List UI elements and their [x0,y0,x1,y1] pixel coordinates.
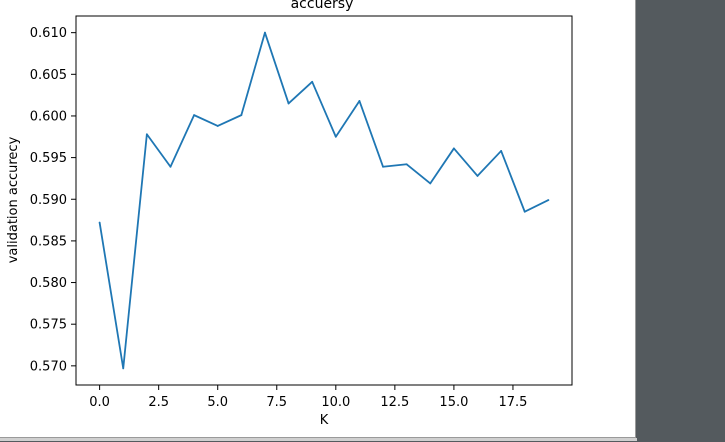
y-tick-label: 0.600 [30,109,67,124]
x-tick-label: 0.0 [89,395,110,410]
y-tick-label: 0.585 [30,234,67,249]
x-tick-label: 12.5 [380,395,409,410]
data-point [358,100,361,102]
figure-canvas: accuersy 0.0 2.5 5.0 7.5 10.0 12.5 15.0 17.5 0.… [0,0,636,438]
x-tick-label: 5.0 [207,395,228,410]
data-point [145,133,148,136]
y-axis-label: validation accurecy [6,136,21,263]
x-tick-label: 2.5 [148,395,169,410]
data-point [429,182,432,185]
data-point [334,135,337,138]
x-tick-label: 7.5 [266,395,287,410]
window-bottom-edge [0,438,637,441]
data-point [500,150,503,152]
x-axis-ticks: 0.0 2.5 5.0 7.5 10.0 12.5 15.0 17.5 [89,385,527,410]
y-tick-label: 0.575 [30,318,67,333]
series-points [98,31,550,370]
data-point [240,114,243,117]
window-background [637,0,725,441]
plot-area [75,15,573,386]
y-tick-label: 0.610 [30,26,67,41]
data-point [216,125,219,127]
data-point [287,102,290,105]
y-tick-label: 0.590 [30,193,67,208]
chart-title: accuersy [291,0,354,12]
data-point [311,80,314,83]
y-axis-ticks: 0.570 0.575 0.580 0.585 0.590 0.595 0.600 0.605… [30,26,76,374]
y-tick-label: 0.580 [30,276,67,291]
data-point [476,175,479,177]
x-tick-label: 10.0 [321,395,350,410]
line-chart: accuersy 0.0 2.5 5.0 7.5 10.0 12.5 15.0 17.5 0.… [6,0,573,428]
y-tick-label: 0.605 [30,68,67,83]
x-axis-label: K [320,413,329,428]
data-point [193,114,195,117]
y-tick-label: 0.595 [30,151,67,166]
data-point [264,31,266,34]
x-tick-label: 15.0 [439,395,468,410]
series-line [98,31,549,370]
x-tick-label: 17.5 [498,395,527,410]
data-point [405,163,408,166]
data-point [547,199,550,201]
data-point [169,165,172,168]
y-tick-label: 0.570 [30,359,67,374]
data-point [382,165,384,168]
data-point [98,221,101,224]
data-point [453,147,455,150]
data-point [523,210,526,213]
data-point [122,367,125,370]
